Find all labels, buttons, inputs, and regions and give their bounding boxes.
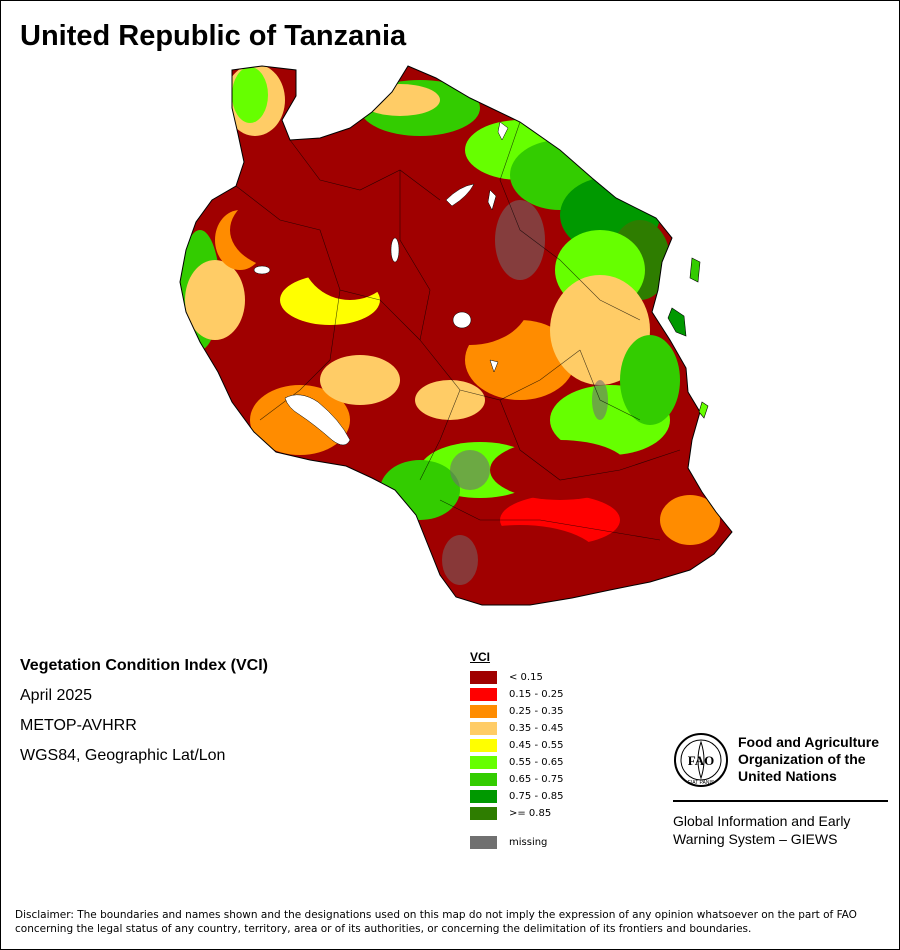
vci-map: [179, 65, 733, 606]
giews-line: Warning System – GIEWS: [673, 831, 838, 847]
legend-row: < 0.15: [470, 669, 564, 686]
legend-row: 0.55 - 0.65: [470, 754, 564, 771]
legend-swatch: [470, 705, 497, 718]
fao-divider: [673, 800, 888, 802]
legend-label: 0.65 - 0.75: [509, 774, 564, 785]
info-date: April 2025: [20, 687, 93, 704]
legend-row: 0.15 - 0.25: [470, 686, 564, 703]
legend-swatch: [470, 722, 497, 735]
info-projection: WGS84, Geographic Lat/Lon: [20, 747, 226, 764]
legend-swatch-missing: [470, 836, 497, 849]
map-info: Vegetation Condition Index (VCI) April 2…: [20, 656, 268, 776]
legend-label: 0.75 - 0.85: [509, 791, 564, 802]
legend-label: 0.45 - 0.55: [509, 740, 564, 751]
giews-name: Global Information and Early Warning Sys…: [673, 812, 888, 848]
legend-swatch: [470, 773, 497, 786]
legend-row: 0.45 - 0.55: [470, 737, 564, 754]
fao-logo-letters: FAO: [688, 753, 714, 768]
map-title: United Republic of Tanzania: [20, 20, 407, 52]
legend-label: >= 0.85: [509, 808, 552, 819]
fao-name-line: Food and Agriculture: [738, 734, 880, 750]
legend-row-missing: missing: [470, 834, 564, 851]
fao-logo-motto: FIAT PANIS: [688, 780, 715, 786]
legend-swatch: [470, 739, 497, 752]
fao-name-line: United Nations: [738, 768, 837, 784]
legend-label: 0.35 - 0.45: [509, 723, 564, 734]
legend-swatch: [470, 807, 497, 820]
legend-swatch: [470, 790, 497, 803]
legend-swatch: [470, 756, 497, 769]
legend-row: 0.25 - 0.35: [470, 703, 564, 720]
legend-row: 0.35 - 0.45: [470, 720, 564, 737]
legend-label-missing: missing: [509, 837, 548, 848]
legend-row: >= 0.85: [470, 805, 564, 822]
legend-label: 0.15 - 0.25: [509, 689, 564, 700]
legend: VCI < 0.15 0.15 - 0.25 0.25 - 0.35 0.35 - 0…: [470, 650, 564, 851]
legend-label: 0.25 - 0.35: [509, 706, 564, 717]
legend-label: 0.55 - 0.65: [509, 757, 564, 768]
legend-label: < 0.15: [509, 672, 543, 683]
fao-logo-icon: FAO FIAT PANIS: [674, 733, 728, 787]
fao-name: Food and Agriculture Organization of the…: [738, 734, 888, 785]
disclaimer: Disclaimer: The boundaries and names sho…: [15, 909, 857, 935]
info-heading: Vegetation Condition Index (VCI): [20, 657, 268, 674]
fao-name-line: Organization of the: [738, 751, 866, 767]
info-sensor: METOP-AVHRR: [20, 717, 137, 734]
giews-line: Global Information and Early: [673, 813, 851, 829]
legend-title: VCI: [470, 650, 491, 664]
legend-swatch: [470, 671, 497, 684]
legend-row: 0.65 - 0.75: [470, 771, 564, 788]
legend-swatch: [470, 688, 497, 701]
legend-rows: < 0.15 0.15 - 0.25 0.25 - 0.35 0.35 - 0.45 0…: [470, 669, 564, 822]
legend-row: 0.75 - 0.85: [470, 788, 564, 805]
